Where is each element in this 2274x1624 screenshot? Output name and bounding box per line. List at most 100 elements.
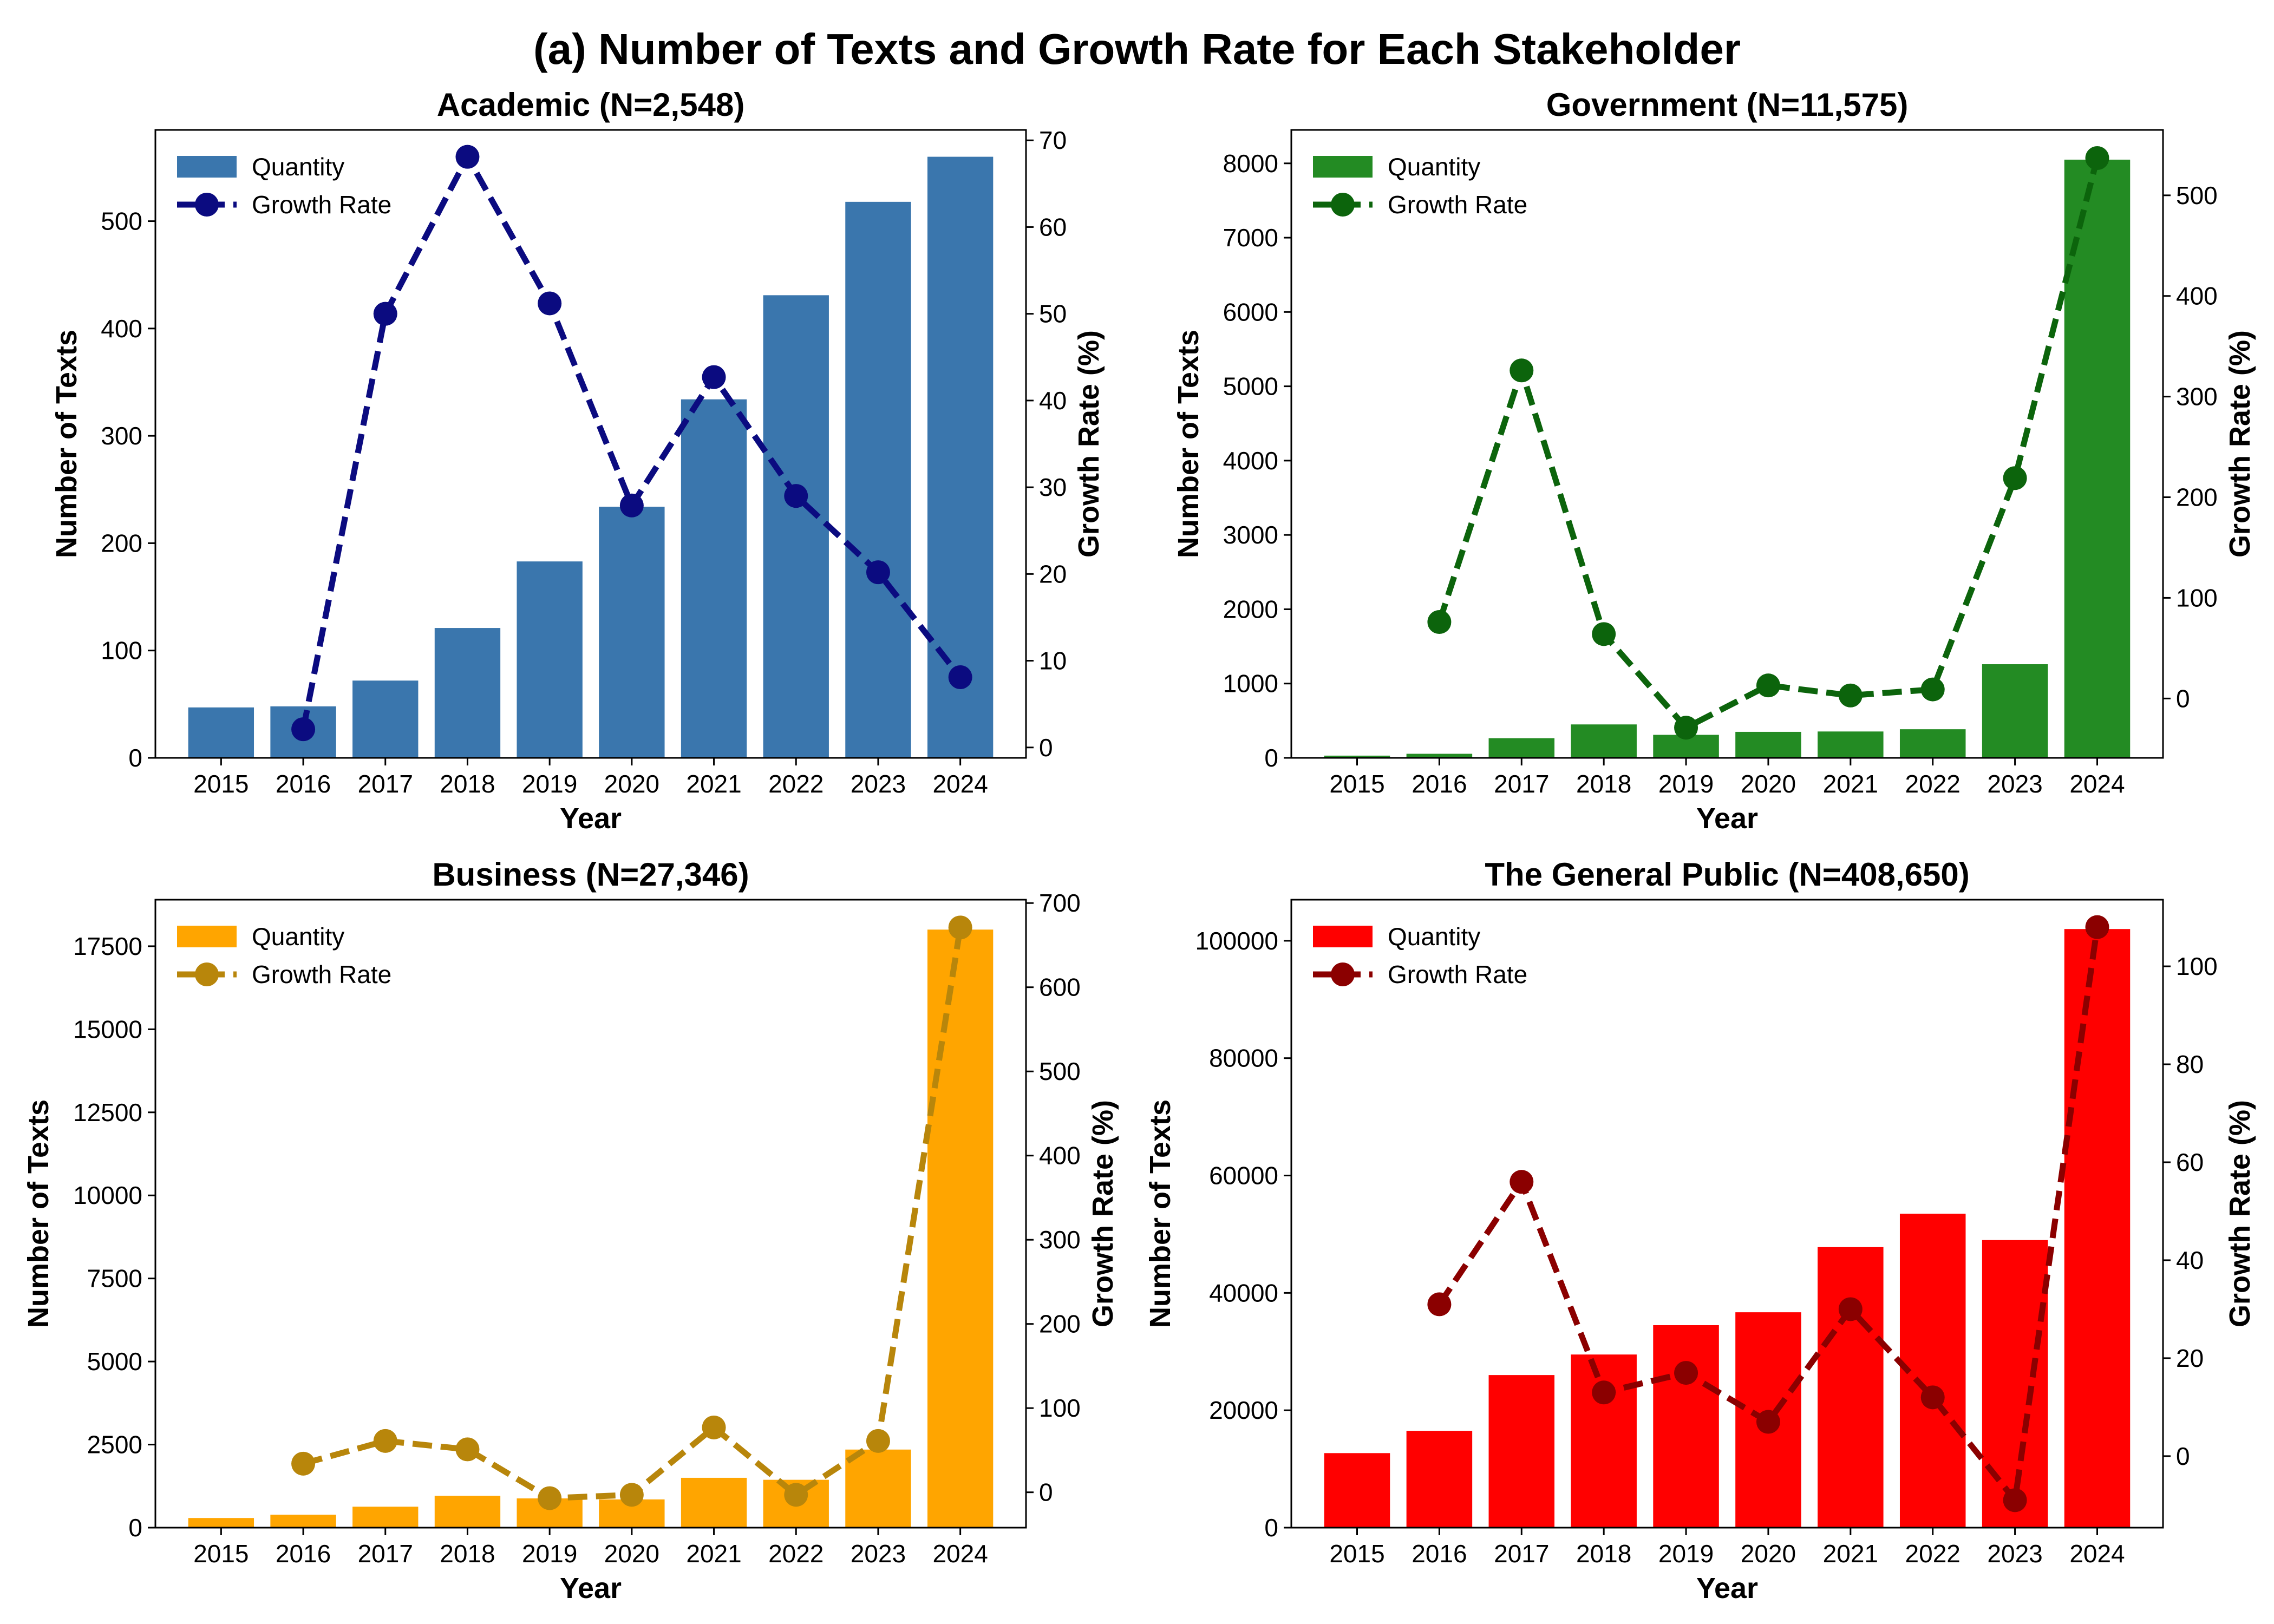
y-tick-label: 0 (1264, 744, 1278, 772)
bar (845, 201, 911, 758)
growth-rate-point (1674, 1361, 1698, 1385)
legend-label-quantity: Quantity (1388, 922, 1480, 951)
growth-rate-point (373, 1429, 397, 1453)
y2-tick-label: 300 (1039, 1226, 1081, 1254)
growth-rate-point (291, 717, 316, 742)
x-axis-label: Year (560, 802, 622, 835)
x-tick-label: 2021 (1823, 770, 1878, 798)
legend-label-growth-rate: Growth Rate (252, 960, 391, 988)
y2-axis-label: Growth Rate (%) (2224, 330, 2256, 558)
y-axis-label: Number of Texts (1144, 1099, 1177, 1328)
x-tick-label: 2017 (1494, 770, 1549, 798)
bar (270, 1515, 336, 1528)
y2-tick-label: 60 (1039, 213, 1067, 241)
x-tick-label: 2019 (522, 770, 577, 798)
x-tick-label: 2015 (1329, 1540, 1384, 1568)
growth-rate-point (2085, 146, 2109, 171)
x-tick-label: 2017 (1494, 1540, 1549, 1568)
y2-tick-label: 0 (1039, 1478, 1053, 1507)
legend-label-growth-rate: Growth Rate (252, 191, 391, 219)
bar (188, 1518, 254, 1528)
bar (1818, 1247, 1884, 1528)
bar (681, 399, 747, 758)
x-tick-label: 2022 (1905, 1540, 1961, 1568)
x-axis-label: Year (1696, 802, 1758, 835)
legend-swatch-quantity (1313, 926, 1373, 947)
growth-rate-line (302, 927, 964, 1502)
y-tick-label: 0 (128, 1514, 142, 1542)
panel-business: Business (N=27,346)025005000750010000125… (22, 856, 1119, 1605)
y-tick-label: 7500 (87, 1265, 142, 1293)
growth-rate-point (455, 1437, 480, 1462)
legend-swatch-quantity (1313, 156, 1373, 178)
x-tick-label: 2024 (932, 770, 988, 798)
bar (2064, 929, 2131, 1528)
y-axis-label: Number of Texts (1172, 330, 1205, 558)
y-tick-label: 500 (101, 207, 142, 235)
y2-tick-label: 200 (1039, 1310, 1081, 1338)
y2-tick-label: 20 (2176, 1344, 2204, 1372)
figure-title: (a) Number of Texts and Growth Rate for … (533, 25, 1741, 73)
y2-axis-label: Growth Rate (%) (2224, 1100, 2256, 1327)
panel-title: Government (N=11,575) (1546, 87, 1909, 123)
growth-rate-point (1920, 1385, 1945, 1410)
y2-axis-label: Growth Rate (%) (1073, 330, 1105, 558)
x-tick-label: 2022 (768, 770, 824, 798)
x-tick-label: 2015 (1329, 770, 1384, 798)
x-tick-label: 2024 (2069, 770, 2125, 798)
legend-label-quantity: Quantity (1388, 153, 1480, 181)
panel-title: Academic (N=2,548) (437, 87, 745, 123)
x-tick-label: 2017 (358, 770, 413, 798)
growth-rate-point (702, 365, 726, 389)
plot-frame (1290, 899, 2164, 1529)
growth-rate-point (1756, 1410, 1780, 1434)
legend-swatch-growth-marker (195, 962, 219, 986)
x-tick-label: 2023 (851, 770, 906, 798)
y2-axis-label: Growth Rate (%) (1087, 1100, 1119, 1327)
y-tick-label: 2500 (87, 1431, 142, 1459)
growth-rate-line (1436, 157, 2100, 731)
growth-rate-point (948, 915, 972, 940)
bar (1488, 1375, 1555, 1528)
bar (1571, 724, 1637, 758)
y-tick-label: 8000 (1223, 149, 1278, 178)
growth-rate-point (1920, 677, 1945, 702)
y2-tick-label: 30 (1039, 473, 1067, 501)
x-tick-label: 2022 (1905, 770, 1961, 798)
x-tick-label: 2018 (1576, 1540, 1631, 1568)
bar (1324, 755, 1390, 758)
growth-rate-point (373, 302, 397, 326)
growth-rate-point (538, 291, 562, 316)
y2-tick-label: 40 (2176, 1246, 2204, 1274)
x-tick-label: 2017 (358, 1540, 413, 1568)
y-tick-label: 300 (101, 422, 142, 450)
bar (763, 295, 829, 758)
panel-government: Government (N=11,575)0100020003000400050… (1172, 87, 2256, 835)
y-tick-label: 20000 (1209, 1396, 1278, 1424)
legend-swatch-quantity (177, 156, 237, 178)
bar (352, 1507, 419, 1528)
y2-tick-label: 300 (2176, 383, 2218, 411)
plot-frame (154, 899, 1027, 1529)
y2-tick-label: 0 (1039, 734, 1053, 762)
y-tick-label: 60000 (1209, 1162, 1278, 1190)
x-tick-label: 2024 (2069, 1540, 2125, 1568)
bar (1818, 731, 1884, 758)
growth-rate-point (291, 1451, 316, 1476)
growth-rate-point (866, 560, 890, 585)
x-tick-label: 2018 (1576, 770, 1631, 798)
y-tick-label: 10000 (73, 1181, 142, 1209)
y-tick-label: 17500 (73, 932, 142, 960)
x-tick-label: 2021 (686, 1540, 741, 1568)
y2-tick-label: 10 (1039, 647, 1067, 675)
panel-general-public: The General Public (N=408,650) 0 20000 4000… (1144, 856, 2256, 1605)
y2-tick-label: 100 (1039, 1394, 1081, 1422)
panel-title: Business (N=27,346) (432, 856, 749, 893)
growth-rate-point (1838, 683, 1863, 708)
x-tick-label: 2020 (1741, 770, 1796, 798)
bar (1571, 1354, 1637, 1528)
y-tick-label: 5000 (1223, 372, 1278, 401)
growth-rate-point (1510, 1170, 1534, 1194)
y2-tick-label: 50 (1039, 300, 1067, 328)
bar (517, 561, 583, 758)
